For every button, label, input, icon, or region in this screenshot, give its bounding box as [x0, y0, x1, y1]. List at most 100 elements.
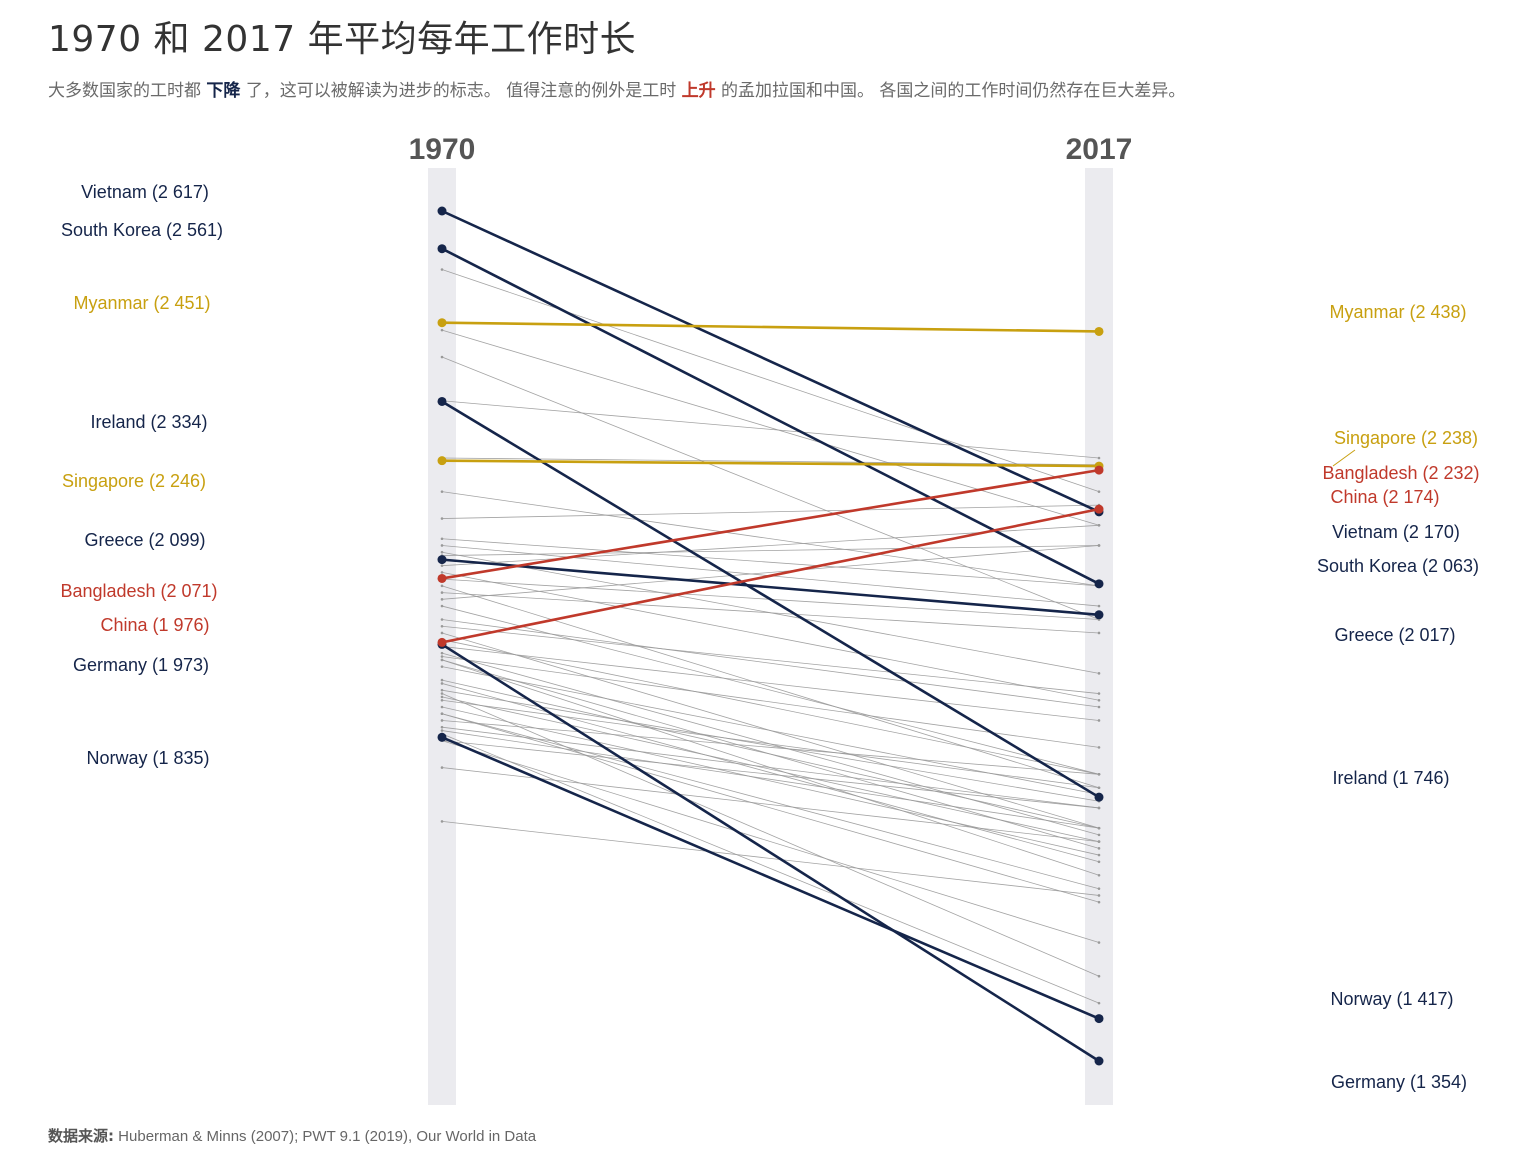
label-1970-germany: Germany (1 973)	[73, 655, 209, 675]
background-point-1970	[440, 719, 444, 722]
source-text: Huberman & Minns (2007); PWT 9.1 (2019),…	[118, 1128, 537, 1145]
point-2017-greece	[1094, 610, 1104, 620]
series-line-norway	[441, 736, 1100, 1020]
background-point-1970	[440, 537, 444, 541]
label-2017-bangladesh: Bangladesh (2 232)	[1322, 463, 1479, 483]
point-1970-bangladesh	[437, 573, 447, 583]
background-point-2017	[1097, 544, 1101, 547]
label-2017-myanmar: Myanmar (2 438)	[1329, 302, 1466, 322]
background-line	[441, 713, 1100, 903]
background-point-1970	[440, 725, 444, 729]
background-point-2017	[1097, 604, 1101, 608]
background-point-2017	[1097, 847, 1101, 850]
background-point-2017	[1097, 692, 1101, 695]
background-point-1970	[440, 688, 444, 692]
series-line-china	[441, 507, 1100, 644]
background-point-1970	[440, 766, 444, 769]
background-line	[441, 538, 1100, 587]
subtitle-part3: 的孟加拉国和中国。 各国之间的工作时间仍然存在巨大差异。	[721, 81, 1186, 101]
background-point-1970	[440, 591, 444, 594]
background-line	[441, 639, 1100, 775]
point-2017-ireland	[1094, 792, 1104, 802]
series-line-greece	[441, 558, 1100, 617]
background-line	[441, 269, 1100, 493]
label-2017-vietnam: Vietnam (2 170)	[1332, 522, 1460, 542]
background-point-2017	[1097, 826, 1101, 830]
background-point-1970	[440, 490, 444, 493]
label-2017-china: China (2 174)	[1330, 487, 1439, 507]
label-2017-singapore: Singapore (2 238)	[1334, 428, 1478, 448]
subtitle-part1: 大多数国家的工时都	[48, 81, 201, 101]
background-line	[441, 726, 1100, 809]
background-point-2017	[1097, 786, 1101, 790]
background-point-1970	[440, 268, 444, 271]
point-1970-south-korea	[437, 244, 447, 254]
background-point-1970	[440, 544, 444, 547]
point-1970-greece	[437, 555, 447, 565]
background-point-1970	[440, 682, 444, 685]
chart-title: 1970 和 2017 年平均每年工作时长	[48, 19, 637, 60]
subtitle-part2: 了，这可以被解读为进步的标志。 值得注意的例外是工时	[245, 81, 677, 101]
series-line-germany	[441, 643, 1100, 1063]
background-point-2017	[1097, 894, 1101, 897]
background-line	[441, 400, 1100, 459]
background-point-2017	[1097, 490, 1101, 493]
series-line-south-korea	[441, 247, 1100, 586]
background-line	[441, 730, 1100, 829]
background-point-2017	[1097, 719, 1101, 722]
background-point-2017	[1097, 456, 1101, 460]
label-1970-china: China (1 976)	[100, 615, 209, 635]
label-1970-vietnam: Vietnam (2 617)	[81, 182, 209, 202]
source-note: 数据来源: Huberman & Minns (2007); PWT 9.1 (…	[48, 1125, 536, 1146]
background-point-2017	[1097, 705, 1101, 709]
point-2017-south-korea	[1094, 579, 1104, 589]
point-1970-norway	[437, 732, 447, 742]
background-point-2017	[1097, 523, 1101, 527]
label-1970-bangladesh: Bangladesh (2 071)	[60, 581, 217, 601]
background-line	[441, 572, 1100, 701]
background-line	[441, 585, 1100, 789]
label-2017-ireland: Ireland (1 746)	[1332, 768, 1449, 788]
series-line-singapore	[441, 459, 1100, 468]
background-line	[441, 720, 1100, 775]
background-line	[441, 666, 1100, 795]
label-1970-singapore: Singapore (2 246)	[62, 471, 206, 491]
background-point-1970	[440, 550, 444, 554]
background-point-1970	[440, 517, 444, 520]
background-line	[441, 605, 1100, 775]
background-line	[441, 689, 1100, 802]
label-2017-germany: Germany (1 354)	[1331, 1072, 1467, 1092]
series-line-myanmar	[441, 321, 1100, 333]
background-point-1970	[440, 712, 444, 716]
background-line	[441, 740, 1100, 943]
background-point-1970	[440, 564, 444, 567]
band-2017	[1085, 168, 1113, 1105]
background-point-2017	[1097, 941, 1101, 944]
background-line	[441, 491, 1100, 587]
background-point-1970	[440, 698, 444, 702]
series-line-bangladesh	[441, 468, 1100, 580]
label-2017-south-korea: South Korea (2 063)	[1317, 556, 1479, 576]
background-point-1970	[440, 618, 444, 621]
background-point-1970	[440, 328, 444, 332]
background-line	[441, 646, 1100, 721]
point-1970-myanmar	[437, 318, 447, 328]
background-point-1970	[440, 571, 444, 574]
background-point-1970	[440, 604, 444, 608]
background-point-1970	[440, 655, 444, 658]
background-point-2017	[1097, 860, 1101, 864]
background-point-2017	[1097, 672, 1101, 675]
point-2017-china	[1094, 504, 1104, 514]
background-line	[441, 356, 1100, 620]
label-2017-greece: Greece (2 017)	[1334, 625, 1455, 645]
background-line	[441, 329, 1100, 526]
point-2017-bangladesh	[1094, 465, 1104, 475]
point-2017-germany	[1094, 1056, 1104, 1066]
point-1970-vietnam	[437, 206, 447, 216]
background-line	[441, 545, 1100, 600]
background-point-1970	[440, 729, 444, 732]
series-line-ireland	[441, 400, 1100, 799]
background-line	[441, 592, 1100, 634]
background-point-1970	[440, 658, 444, 662]
background-line	[441, 545, 1100, 556]
